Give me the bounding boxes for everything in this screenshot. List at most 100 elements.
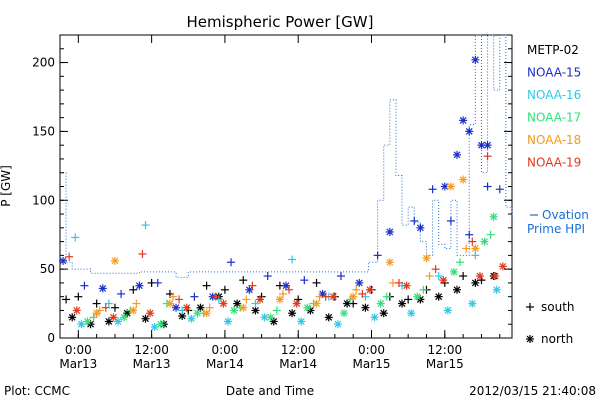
noaa-17-south-point: [382, 292, 391, 301]
noaa-17-north-point: [156, 320, 165, 329]
star-d2: [99, 284, 107, 292]
star-d2: [114, 318, 122, 325]
noaa-18-north-point: [239, 303, 248, 312]
noaa-15-south-point: [227, 258, 236, 267]
star-d2: [142, 315, 149, 323]
noaa-17-north-point: [303, 303, 312, 312]
star-d2: [468, 300, 476, 307]
x-tick-date: Mar13: [59, 357, 97, 371]
south-symbol: [526, 303, 534, 311]
star-d2: [203, 309, 211, 317]
star-d2: [110, 313, 117, 321]
noaa-16-north-point: [223, 317, 232, 326]
metp-02-north-point: [123, 309, 132, 318]
noaa-19-north-point: [146, 309, 155, 318]
y-tick-label: 200: [32, 56, 55, 70]
noaa-18-south-point: [425, 272, 434, 281]
y-tick-label: 150: [32, 124, 55, 138]
star-d2: [111, 257, 119, 265]
x-tick-label: 0:00: [211, 343, 238, 357]
metp-02-south-point: [74, 292, 83, 301]
noaa-19-south-point: [101, 303, 110, 312]
noaa-19-north-point: [219, 299, 228, 308]
star-d2: [59, 257, 67, 265]
y-tick-label: 50: [40, 262, 55, 276]
star-d2: [441, 183, 449, 190]
metp-02-south-point: [404, 295, 413, 304]
noaa-18-south-point: [169, 292, 177, 301]
star-d2: [303, 304, 311, 312]
star-d2: [172, 304, 180, 312]
noaa-15-south-point: [483, 182, 492, 191]
chart-title: Hemispheric Power [GW]: [187, 13, 374, 31]
noaa-18-north-point: [202, 309, 211, 318]
noaa-18-north-point: [349, 292, 358, 301]
star-d2: [465, 127, 473, 135]
star-d2: [123, 309, 131, 317]
noaa-15-south-point: [495, 185, 504, 194]
noaa-16-north-point: [468, 299, 477, 308]
noaa-19-south-point: [321, 292, 330, 301]
noaa-17-south-point: [486, 230, 495, 239]
metp-02-north-point: [361, 303, 370, 312]
noaa-19-south-point: [175, 295, 184, 304]
noaa-15-south-point: [446, 216, 455, 225]
noaa-15-south-point: [80, 281, 89, 290]
star-d2: [129, 307, 137, 314]
metp-02-north-point: [434, 292, 443, 301]
star-d2: [386, 258, 394, 266]
metp-02-north-point: [324, 313, 333, 322]
star-d2: [416, 224, 424, 232]
star-d2: [413, 293, 421, 301]
metp-02-south-point: [110, 303, 119, 312]
noaa-19-north-point: [491, 272, 500, 281]
hemisphere-legend-north: north: [541, 332, 573, 346]
x-tick-date: Mar14: [206, 357, 244, 371]
star-d2: [471, 279, 479, 287]
noaa-17-north-point: [230, 306, 239, 315]
metp-02-north-point: [379, 309, 388, 318]
noaa-16-north-point: [187, 314, 196, 323]
star-d2: [361, 304, 369, 312]
x-axis-label: Date and Time: [226, 384, 314, 398]
star-d2: [366, 286, 374, 294]
star-d2: [329, 293, 337, 301]
noaa-19-north-point: [72, 306, 81, 315]
metp-02-north-point: [269, 317, 278, 326]
noaa-19-south-point: [138, 249, 147, 258]
x-tick-label: 12:00: [428, 343, 463, 357]
metp-02-south-point: [459, 272, 468, 281]
noaa-16-south-point: [434, 272, 443, 281]
noaa-17-north-point: [413, 292, 422, 301]
star-d2: [476, 272, 484, 280]
metp-02-north-point: [251, 306, 260, 315]
noaa-18-north-point: [110, 256, 119, 265]
x-tick-date: Mar15: [426, 357, 464, 371]
star-d2: [459, 176, 467, 184]
noaa-19-north-point: [365, 285, 374, 294]
plot-credit: Plot: CCMC: [4, 384, 70, 398]
noaa-15-south-point: [263, 272, 272, 281]
noaa-19-north-point: [475, 272, 484, 281]
noaa-15-north-point: [245, 285, 254, 294]
x-axis: 0:00Mar1312:00Mar130:00Mar1412:00Mar140:…: [59, 35, 501, 371]
noaa-15-south-point: [117, 289, 126, 298]
noaa-17-north-point: [480, 237, 489, 246]
metp-02-north-point: [288, 309, 297, 318]
star-d2: [84, 318, 91, 325]
metp-02-south-point: [312, 278, 321, 287]
noaa-19-north-point: [329, 292, 338, 301]
noaa-19-north-point: [292, 299, 301, 308]
noaa-15-north-point: [282, 281, 290, 290]
star-d2: [471, 245, 479, 252]
star-d2: [478, 141, 485, 149]
x-tick-label: 0:00: [65, 343, 92, 357]
timestamp: 2012/03/15 21:40:08: [469, 384, 596, 398]
star-d2: [151, 323, 159, 331]
metp-02-north-point: [471, 278, 480, 287]
star-d2: [187, 315, 195, 323]
noaa-19-south-point: [468, 237, 477, 246]
noaa-18-south-point: [132, 299, 141, 308]
noaa-18-north-point: [385, 258, 394, 267]
noaa-19-south-point: [358, 289, 367, 298]
